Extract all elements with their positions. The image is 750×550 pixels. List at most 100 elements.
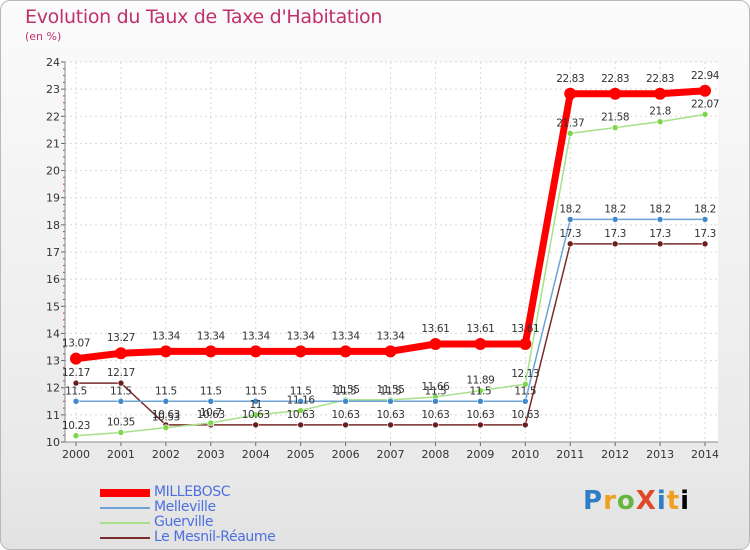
data-label: 22.07 — [691, 98, 719, 110]
data-point — [656, 240, 664, 248]
data-point — [342, 397, 349, 405]
legend-swatch — [100, 489, 150, 497]
data-label: 17.3 — [559, 228, 581, 240]
x-tick-label: 2006 — [332, 448, 360, 461]
data-label: 10.63 — [376, 409, 404, 421]
data-label: 18.2 — [649, 203, 671, 215]
data-point — [521, 421, 529, 429]
data-label: 13.34 — [152, 330, 181, 342]
data-point — [70, 352, 82, 365]
y-tick-label: 11 — [46, 409, 60, 422]
y-tick-label: 22 — [46, 110, 60, 123]
x-tick-label: 2012 — [601, 448, 629, 461]
data-point — [387, 397, 394, 405]
data-label: 11.5 — [425, 385, 447, 397]
data-label: 21.37 — [556, 117, 584, 129]
data-point — [297, 407, 304, 414]
data-label: 10.63 — [197, 409, 225, 421]
x-tick-label: 2014 — [691, 448, 719, 461]
brand-logo: ProXiti — [583, 486, 691, 516]
data-label: 18.2 — [694, 203, 716, 215]
data-label: 10.63 — [287, 409, 315, 421]
chart-title: Evolution du Taux de Taxe d'Habitation — [25, 6, 383, 28]
data-point — [611, 240, 619, 248]
data-label: 13.34 — [332, 330, 361, 342]
data-label: 13.27 — [107, 332, 135, 344]
data-point — [117, 379, 125, 387]
data-point — [701, 240, 709, 248]
data-point — [339, 345, 352, 358]
data-label: 21.8 — [649, 106, 671, 118]
data-point — [387, 421, 394, 429]
data-point — [162, 424, 170, 431]
data-label: 12.13 — [511, 368, 539, 380]
data-label: 10.63 — [466, 409, 494, 421]
data-point — [252, 397, 260, 405]
data-label: 11.16 — [287, 395, 316, 407]
data-label: 22.94 — [691, 70, 720, 82]
data-point — [117, 397, 125, 405]
x-tick-label: 2004 — [242, 448, 270, 461]
data-label: 17.3 — [649, 228, 671, 240]
data-point — [477, 421, 484, 429]
x-tick-label: 2010 — [511, 448, 539, 461]
data-label: 11.55 — [376, 384, 404, 396]
data-point — [207, 419, 215, 427]
data-label: 11.89 — [466, 375, 494, 387]
data-label: 12.17 — [62, 367, 90, 379]
data-point — [564, 87, 577, 100]
x-tick-label: 2007 — [377, 448, 405, 461]
y-tick-label: 17 — [46, 246, 60, 259]
data-point — [609, 87, 622, 100]
data-label: 11.5 — [110, 385, 132, 397]
data-point — [294, 345, 307, 358]
data-point — [252, 421, 260, 429]
x-tick-label: 2009 — [466, 448, 494, 461]
data-point — [204, 345, 217, 358]
x-tick-label: 2002 — [152, 448, 180, 461]
data-label: 11.5 — [65, 385, 87, 397]
data-label: 10.63 — [421, 409, 449, 421]
y-tick-label: 19 — [46, 192, 60, 205]
data-point — [72, 432, 80, 440]
data-label: 22.83 — [556, 73, 584, 85]
data-point — [474, 338, 487, 351]
data-label: 13.34 — [376, 330, 405, 342]
data-point — [566, 130, 574, 137]
data-point — [701, 216, 709, 223]
y-tick-label: 18 — [46, 219, 60, 232]
unit-label: (en %) — [25, 30, 62, 43]
data-point — [297, 421, 304, 429]
x-tick-label: 2001 — [107, 448, 135, 461]
y-tick-label: 20 — [46, 165, 60, 178]
data-label: 13.34 — [287, 330, 316, 342]
data-point — [159, 345, 172, 358]
data-point — [252, 411, 260, 419]
data-point — [162, 397, 170, 405]
data-label: 11.5 — [514, 385, 536, 397]
data-label: 13.07 — [62, 338, 90, 350]
data-label: 10.63 — [511, 409, 539, 421]
data-point — [656, 118, 664, 126]
data-label: 10.53 — [152, 412, 180, 424]
legend-label: Le Mesnil-Réaume — [154, 529, 276, 545]
data-label: 13.34 — [242, 330, 271, 342]
data-point — [432, 397, 439, 405]
data-point — [477, 397, 484, 405]
y-tick-label: 10 — [46, 436, 60, 449]
x-tick-label: 2011 — [556, 448, 584, 461]
data-point — [521, 380, 529, 388]
y-tick-label: 13 — [46, 355, 60, 368]
data-point — [611, 124, 619, 131]
data-label: 22.83 — [646, 73, 674, 85]
legend-label: MILLEBOSC — [154, 484, 231, 500]
data-point — [429, 338, 442, 351]
data-label: 13.61 — [511, 323, 539, 335]
data-label: 17.3 — [604, 228, 626, 240]
legend-label: Guerville — [154, 514, 214, 530]
data-label: 10.35 — [107, 417, 135, 429]
data-label: 12.17 — [107, 367, 135, 379]
y-tick-label: 14 — [46, 327, 60, 340]
y-tick-label: 24 — [46, 56, 60, 69]
